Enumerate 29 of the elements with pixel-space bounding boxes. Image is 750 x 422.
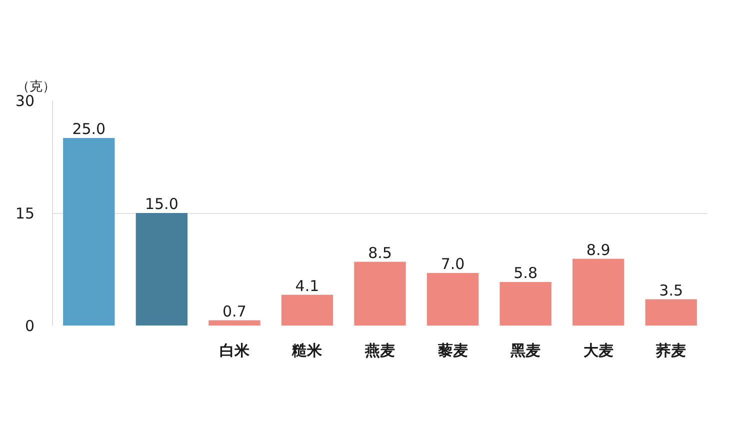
bar [63, 138, 115, 326]
data-label: 7.0 [440, 255, 465, 273]
bar [208, 320, 260, 326]
bar [500, 282, 552, 326]
data-label: 4.1 [295, 276, 320, 295]
bar [426, 273, 479, 326]
y-tick-label: 30 [15, 92, 35, 110]
data-label: 25.0 [72, 120, 106, 138]
y-axis-title: （克） [16, 80, 56, 94]
x-tick-label: 糙米 [291, 342, 324, 360]
bar [572, 258, 624, 326]
x-tick-label: 黑麦 [510, 342, 541, 360]
x-tick-label: 白米 [219, 342, 250, 360]
x-tick-label: 荞麦 [655, 342, 686, 360]
x-tick-label: 大麦 [583, 342, 614, 360]
bar [281, 294, 334, 326]
y-tick-label: 15 [15, 204, 35, 222]
x-tick-label: 燕麦 [364, 342, 395, 360]
x-tick-label: 藜麦 [436, 342, 468, 360]
bar [354, 262, 406, 326]
y-tick-label: 0 [24, 317, 35, 335]
data-label: 8.9 [586, 240, 610, 259]
data-label: 3.5 [659, 281, 684, 300]
data-label: 0.7 [222, 302, 246, 320]
bar [645, 299, 697, 326]
bar [136, 213, 188, 326]
data-label: 5.8 [514, 264, 538, 282]
data-label: 8.5 [368, 244, 392, 262]
data-label: 15.0 [144, 195, 178, 213]
